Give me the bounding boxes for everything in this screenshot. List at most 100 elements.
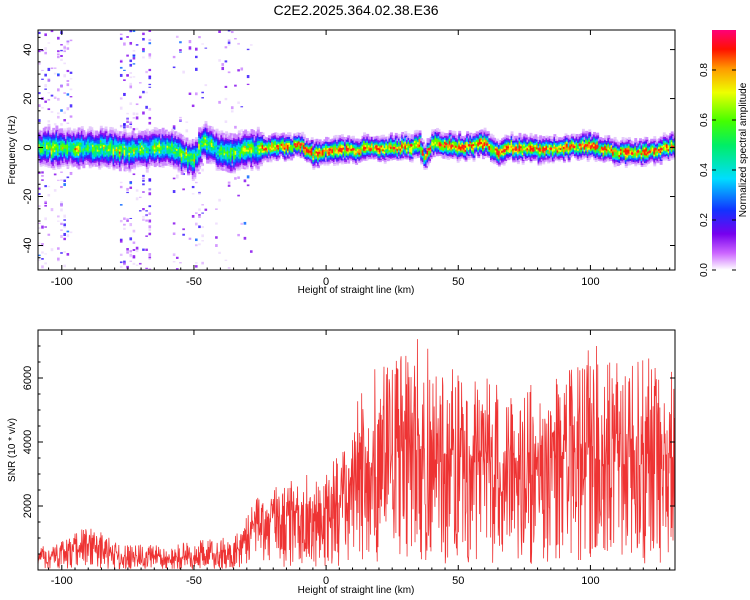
noise-pixel (69, 71, 73, 74)
heat-pixel (375, 155, 379, 159)
heat-pixel (172, 164, 176, 168)
heat-pixel (367, 138, 371, 142)
heat-pixel (413, 140, 417, 144)
heat-pixel (188, 165, 192, 169)
heat-pixel (458, 154, 462, 158)
heat-pixel (228, 160, 232, 163)
heat-pixel (58, 142, 62, 146)
heat-pixel (342, 152, 346, 156)
heat-pixel (321, 142, 325, 146)
heat-pixel (474, 144, 478, 148)
heat-pixel (455, 139, 458, 142)
noise-pixel (119, 73, 123, 77)
heat-pixel (98, 160, 102, 164)
heat-pixel (280, 135, 284, 139)
heat-pixel (80, 133, 84, 137)
heat-pixel (145, 152, 149, 156)
noise-pixel (129, 72, 133, 74)
heat-pixel (396, 151, 400, 155)
heat-pixel (385, 144, 389, 148)
heat-pixel (298, 138, 301, 142)
heat-pixel (42, 141, 46, 145)
noise-pixel (227, 71, 231, 74)
heat-pixel (234, 136, 238, 140)
heat-pixel (52, 159, 56, 163)
heat-pixel (288, 138, 292, 141)
heat-pixel (239, 162, 243, 166)
heat-pixel (193, 148, 197, 152)
heat-pixel (123, 129, 127, 133)
heat-pixel (248, 160, 252, 164)
heat-pixel (390, 140, 393, 144)
heat-pixel (169, 132, 173, 136)
heat-pixel (386, 136, 390, 140)
heat-pixel (201, 128, 205, 132)
heat-pixel (158, 160, 162, 164)
heat-pixel (363, 134, 367, 138)
noise-pixel (142, 208, 145, 211)
heat-pixel (72, 140, 76, 144)
heat-pixel (226, 149, 230, 153)
heat-pixel (182, 152, 186, 155)
heat-pixel (217, 138, 221, 142)
heat-pixel (129, 152, 133, 156)
heat-pixel (388, 151, 392, 155)
heat-pixel (461, 153, 465, 157)
heat-pixel (177, 142, 181, 146)
heat-pixel (412, 138, 416, 142)
noise-pixel (60, 203, 63, 207)
heat-pixel (182, 138, 186, 142)
heat-pixel (397, 139, 401, 143)
noise-pixel (132, 241, 136, 244)
heat-pixel (137, 163, 141, 167)
heat-pixel (334, 154, 338, 158)
noise-pixel (47, 67, 51, 72)
noise-pixel (66, 122, 70, 124)
heat-pixel (172, 150, 176, 154)
heat-pixel (63, 151, 67, 155)
heat-pixel (109, 126, 113, 130)
heat-pixel (442, 146, 446, 150)
heat-pixel (169, 136, 173, 140)
heat-pixel (477, 155, 481, 159)
heat-pixel (248, 143, 252, 146)
heat-pixel (187, 147, 190, 150)
heat-pixel (247, 139, 251, 142)
heat-pixel (424, 164, 428, 168)
heat-pixel (187, 145, 190, 148)
heat-pixel (470, 137, 474, 141)
heat-pixel (261, 146, 265, 149)
heat-pixel (228, 164, 232, 167)
heat-pixel (434, 137, 438, 140)
heat-pixel (340, 151, 344, 155)
noise-pixel (126, 251, 129, 254)
heat-pixel (247, 158, 251, 162)
heat-pixel (112, 138, 116, 141)
heat-pixel (214, 137, 217, 141)
noise-pixel (148, 192, 152, 196)
heat-pixel (38, 143, 41, 147)
heat-pixel (234, 159, 238, 163)
heat-pixel (391, 157, 395, 160)
heat-pixel (223, 162, 227, 166)
heat-pixel (220, 163, 224, 167)
heat-pixel (263, 136, 267, 139)
noise-pixel (142, 218, 145, 221)
heat-pixel (306, 139, 309, 143)
heat-pixel (91, 145, 95, 149)
heat-pixel (63, 141, 67, 145)
heat-pixel (383, 151, 387, 154)
heat-pixel (290, 147, 294, 151)
heat-pixel (470, 147, 474, 151)
heat-pixel (175, 144, 179, 148)
noise-pixel (129, 76, 133, 79)
noise-pixel (237, 176, 240, 179)
heat-pixel (399, 141, 403, 145)
heat-pixel (47, 125, 51, 129)
heat-pixel (218, 136, 222, 140)
noise-pixel (148, 38, 152, 42)
heat-pixel (226, 147, 230, 151)
heat-pixel (477, 135, 481, 139)
heat-pixel (501, 151, 504, 155)
heat-pixel (104, 153, 108, 157)
